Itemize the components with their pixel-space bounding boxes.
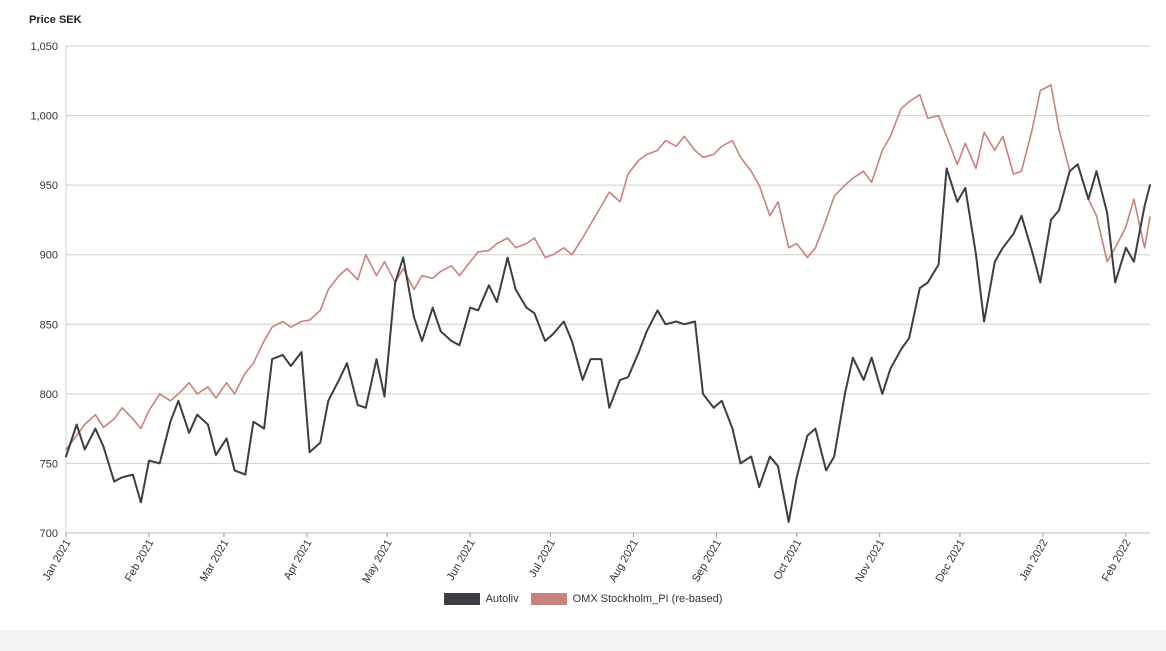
- x-tick-label: Mar 2021: [198, 538, 232, 584]
- legend-swatch-omx: [530, 593, 567, 605]
- x-tick-label: Jan 2021: [41, 538, 74, 583]
- y-tick-label: 750: [40, 458, 58, 470]
- series-line-omx: [65, 84, 1151, 451]
- legend-item-omx[interactable]: OMX Stockholm_PI (re-based): [530, 593, 723, 605]
- y-tick-label: 700: [40, 528, 58, 540]
- x-tick-label: Jul 2021: [527, 538, 558, 580]
- line-chart: 700 750 800 850 900 950 1,000 1,050 Jan 2021 Feb …: [30, 41, 1151, 586]
- y-tick-label: 1,050: [30, 41, 58, 53]
- legend-item-autoliv[interactable]: Autoliv: [443, 593, 519, 605]
- x-tick-label: Nov 2021: [853, 538, 887, 585]
- x-tick-label: Dec 2021: [934, 538, 968, 585]
- series-line-autoliv: [65, 163, 1151, 523]
- x-tick-label: Aug 2021: [607, 538, 641, 585]
- legend-label-autoliv: Autoliv: [485, 593, 519, 605]
- y-axis-title: Price SEK: [29, 14, 82, 26]
- legend-swatch-autoliv: [443, 593, 480, 605]
- y-tick-label: 850: [40, 319, 58, 331]
- x-tick-label: Oct 2021: [772, 538, 805, 583]
- x-tick-label: Jan 2022: [1018, 538, 1051, 583]
- x-tick-label: Feb 2021: [123, 538, 157, 584]
- x-tick-label: May 2021: [360, 538, 395, 586]
- y-tick-label: 1,000: [30, 111, 58, 123]
- x-tick-label: Jun 2021: [445, 538, 478, 583]
- y-tick-label: 900: [40, 250, 58, 262]
- x-tick-label: Apr 2021: [282, 538, 315, 583]
- x-tick-label: Feb 2022: [1100, 538, 1134, 584]
- y-tick-label: 800: [40, 389, 58, 401]
- x-tick-label: Sep 2021: [690, 538, 724, 585]
- footer-band: [0, 630, 1166, 651]
- legend-label-omx: OMX Stockholm_PI (re-based): [572, 593, 723, 605]
- chart-area: Price SEK 700 750 800 850 900 950 1,000 1,050 Ja…: [0, 14, 1166, 605]
- legend: Autoliv OMX Stockholm_PI (re-based): [0, 593, 1166, 605]
- y-tick-label: 950: [40, 180, 58, 192]
